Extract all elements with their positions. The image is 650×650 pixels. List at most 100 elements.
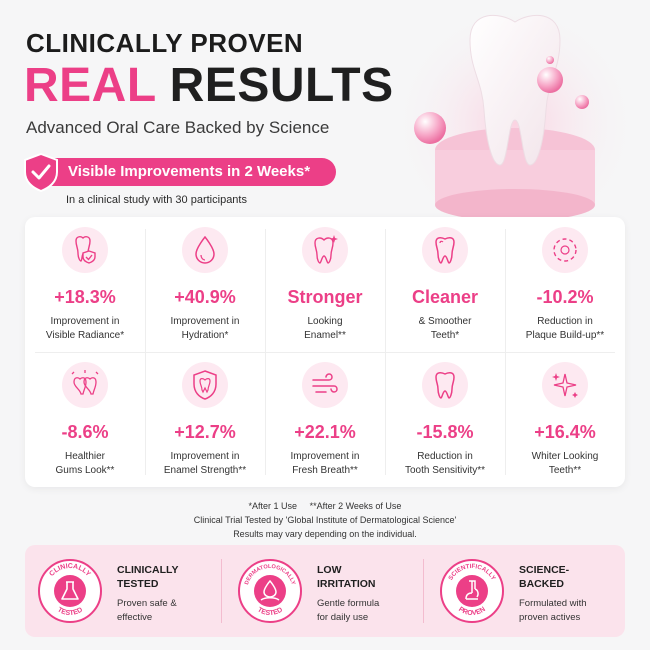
- stat-label-line: Improvement in: [170, 316, 240, 327]
- stat-radiance: +18.3% Improvement in Visible Radiance*: [25, 217, 145, 352]
- feature-clinically-tested: CLINICALLY TESTED CLINICALLY TESTED Prove…: [25, 545, 225, 637]
- feature-title: SCIENCE- BACKED: [519, 563, 569, 591]
- divider: [35, 352, 615, 353]
- stat-label: Reduction in Plaque Build-up**: [509, 315, 621, 343]
- stat-label-line: Improvement in: [170, 451, 240, 462]
- page-subtitle: Advanced Oral Care Backed by Science: [26, 118, 330, 137]
- stat-fresh-breath: +22.1% Improvement in Fresh Breath**: [265, 352, 385, 487]
- stat-value: Cleaner: [411, 287, 479, 307]
- feature-desc-line: proven actives: [519, 612, 581, 623]
- footnotes: *After 1 Use **After 2 Weeks of Use Clin…: [0, 499, 650, 541]
- stat-label-line: Enamel**: [304, 330, 346, 341]
- seal-text-bottom: PROVEN: [457, 606, 487, 617]
- stat-label-line: Reduction in: [537, 316, 593, 327]
- divider: [423, 559, 424, 623]
- stat-value: -10.2%: [536, 287, 594, 307]
- stat-plaque: -10.2% Reduction in Plaque Build-up**: [505, 217, 625, 352]
- svg-text:PROVEN: PROVEN: [457, 606, 487, 617]
- stat-value: +18.3%: [54, 287, 116, 307]
- stat-label-line: Teeth*: [430, 330, 460, 341]
- stat-label-line: Tooth Sensitivity**: [404, 465, 486, 476]
- feature-desc-line: for daily use: [317, 612, 369, 623]
- feature-desc: Gentle formula for daily use: [317, 597, 379, 625]
- footnote-trial: Clinical Trial Tested by 'Global Institu…: [193, 515, 457, 525]
- stat-value: +22.1%: [294, 422, 356, 442]
- stat-label: Whiter Looking Teeth**: [509, 450, 621, 478]
- stat-label-line: Hydration*: [181, 330, 229, 341]
- stat-sensitivity: -15.8% Reduction in Tooth Sensitivity**: [385, 352, 505, 487]
- water-drop-icon: [182, 227, 228, 273]
- stat-label-line: Enamel Strength**: [163, 465, 247, 476]
- seal-text-bottom: TESTED: [56, 606, 84, 617]
- footnote-timing: *After 1 Use **After 2 Weeks of Use: [248, 501, 402, 511]
- svg-text:TESTED: TESTED: [56, 606, 84, 617]
- headline-main: RESULTS: [169, 59, 394, 112]
- feature-title-line: LOW: [317, 564, 342, 576]
- headline-accent: REAL: [24, 59, 156, 112]
- feature-title-line: IRRITATION: [317, 578, 376, 590]
- stat-label-line: Improvement in: [290, 451, 360, 462]
- feature-desc-line: effective: [117, 612, 153, 623]
- stat-label-line: Whiter Looking: [531, 451, 599, 462]
- clinically-tested-seal-icon: CLINICALLY TESTED: [38, 559, 102, 623]
- feature-title-line: CLINICALLY: [117, 564, 179, 576]
- stat-label-line: Plaque Build-up**: [525, 330, 605, 341]
- feature-desc: Proven safe & effective: [117, 597, 177, 625]
- enamel-shield-icon: [182, 362, 228, 408]
- stat-label-line: Visible Radiance*: [45, 330, 125, 341]
- footnote-disclaimer: Results may vary depending on the indivi…: [233, 529, 417, 539]
- tooth-icon: [422, 227, 468, 273]
- feature-desc-line: Gentle formula: [317, 598, 380, 609]
- wind-icon: [302, 362, 348, 408]
- stat-label-line: Looking: [307, 316, 343, 327]
- stat-label-line: Healthier: [64, 451, 106, 462]
- plaque-circle-icon: [542, 227, 588, 273]
- stat-label-line: Gums Look**: [55, 465, 115, 476]
- stat-label: Healthier Gums Look**: [29, 450, 141, 478]
- stat-cleaner: Cleaner & Smoother Teeth*: [385, 217, 505, 352]
- stat-label: Reduction in Tooth Sensitivity**: [389, 450, 501, 478]
- dermatologically-tested-seal-icon: DERMATOLOGICALLY TESTED: [238, 559, 302, 623]
- stat-whiter: +16.4% Whiter Looking Teeth**: [505, 352, 625, 487]
- stat-value: +12.7%: [174, 422, 236, 442]
- shield-check-icon: [24, 152, 58, 192]
- seal-text-bottom: TESTED: [256, 606, 284, 617]
- gums-icon: [62, 362, 108, 408]
- stat-label-line: Reduction in: [417, 451, 473, 462]
- stat-label-line: Teeth**: [548, 465, 582, 476]
- features-band: CLINICALLY TESTED CLINICALLY TESTED Prove…: [25, 545, 625, 637]
- stat-hydration: +40.9% Improvement in Hydration*: [145, 217, 265, 352]
- stat-label-line: & Smoother: [418, 316, 472, 327]
- feature-title: LOW IRRITATION: [317, 563, 376, 591]
- tooth-hero-illustration: [400, 0, 630, 225]
- study-note: In a clinical study with 30 participants: [66, 194, 247, 206]
- stat-value: +40.9%: [174, 287, 236, 307]
- feature-desc-line: Proven safe &: [117, 598, 177, 609]
- feature-desc: Formulated with proven actives: [519, 597, 587, 625]
- tooth-outline-icon: [422, 362, 468, 408]
- page-headline: REAL RESULTS: [24, 58, 394, 113]
- stat-label: Improvement in Visible Radiance*: [29, 315, 141, 343]
- stat-label: Improvement in Fresh Breath**: [269, 450, 381, 478]
- tooth-sparkle-icon: [302, 227, 348, 273]
- stats-card: +18.3% Improvement in Visible Radiance* +…: [25, 217, 625, 487]
- feature-title-line: SCIENCE-: [519, 564, 570, 576]
- improvement-badge: Visible Improvements in 2 Weeks*: [22, 152, 338, 192]
- divider: [221, 559, 222, 623]
- feature-title-line: BACKED: [519, 578, 564, 590]
- stat-value: -15.8%: [416, 422, 474, 442]
- svg-text:TESTED: TESTED: [256, 606, 284, 617]
- tooth-shield-icon: [62, 227, 108, 273]
- stat-label: Improvement in Hydration*: [149, 315, 261, 343]
- sparkles-icon: [542, 362, 588, 408]
- feature-low-irritation: DERMATOLOGICALLY TESTED LOW IRRITATION Ge…: [225, 545, 425, 637]
- feature-title-line: TESTED: [117, 578, 159, 590]
- stat-label: Looking Enamel**: [269, 315, 381, 343]
- feature-title: CLINICALLY TESTED: [117, 563, 178, 591]
- stat-enamel-strength: +12.7% Improvement in Enamel Strength**: [145, 352, 265, 487]
- scientifically-proven-seal-icon: SCIENTIFICALLY PROVEN: [440, 559, 504, 623]
- badge-label: Visible Improvements in 2 Weeks*: [44, 158, 336, 186]
- stat-label: & Smoother Teeth*: [389, 315, 501, 343]
- stat-value: +16.4%: [534, 422, 596, 442]
